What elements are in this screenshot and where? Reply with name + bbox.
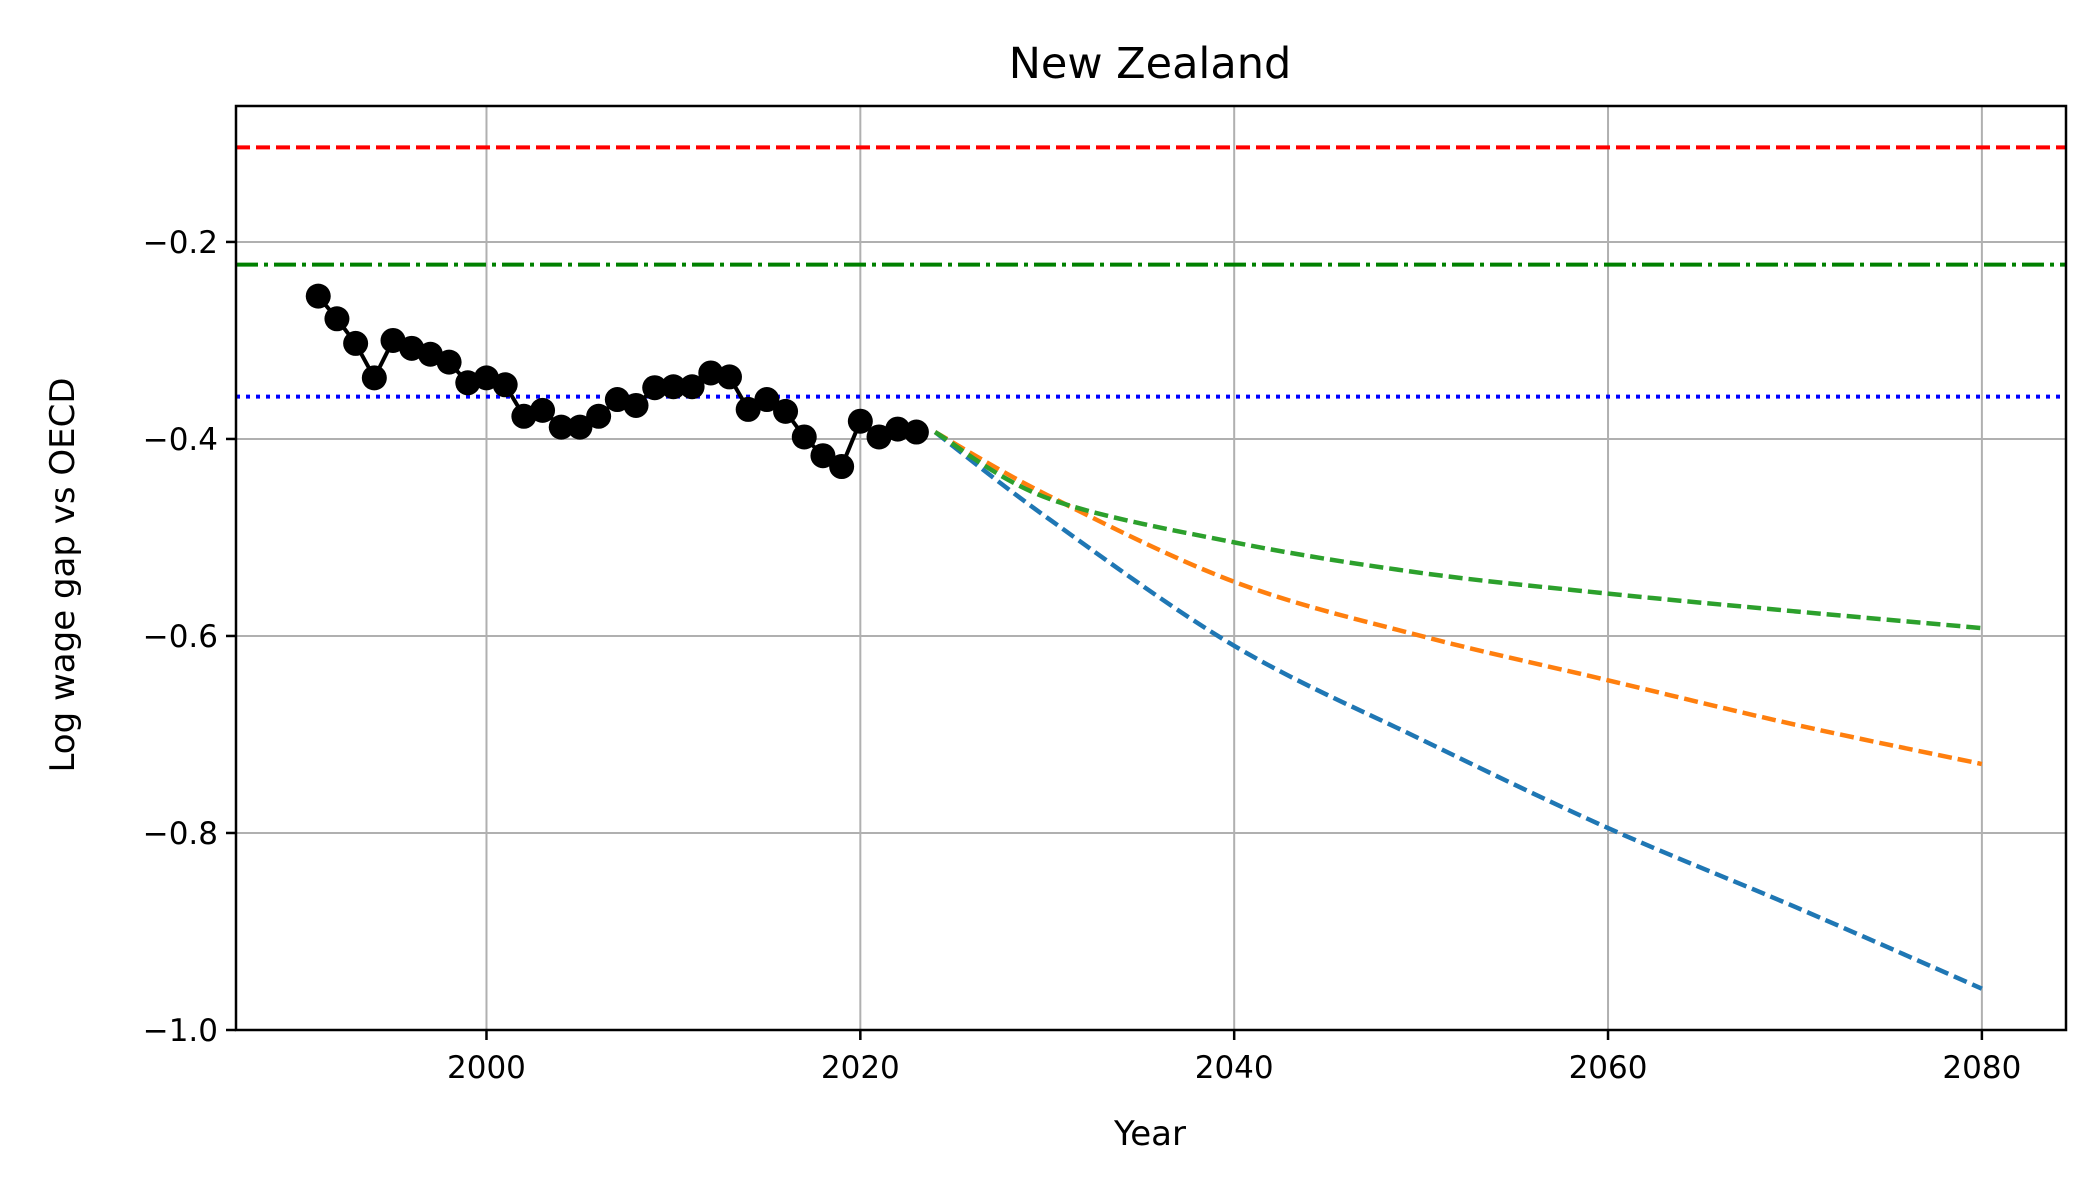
projection-line [933, 430, 1983, 767]
ticks: 2000 2020 2040 2060 2080 −1.0 −0.8 −0.6 −0.4 −0.2 [143, 225, 2022, 1086]
history-point [548, 414, 574, 440]
history-point [885, 416, 911, 442]
x-tick-label: 2020 [821, 1050, 900, 1086]
x-tick-label: 2040 [1195, 1050, 1274, 1086]
x-axis-title: Year [1113, 1114, 1186, 1154]
plot-frame [234, 104, 2068, 1032]
history-point [417, 341, 443, 367]
history-point [716, 364, 742, 390]
history-point [829, 454, 855, 480]
y-tick-label: −1.0 [143, 1013, 218, 1049]
history-point [492, 372, 518, 398]
history-point [305, 283, 331, 309]
history-point [791, 424, 817, 450]
y-axis-title: Log wage gap vs OECD [43, 377, 83, 772]
history-point [343, 330, 369, 356]
projection-line [933, 430, 1983, 991]
history-point [660, 374, 686, 400]
projection-line [933, 430, 1983, 631]
history-point [810, 443, 836, 469]
history-point [773, 398, 799, 424]
history-point [847, 408, 873, 434]
history-point [679, 374, 705, 400]
x-tick-label: 2000 [447, 1050, 526, 1086]
x-tick-label: 2080 [1942, 1050, 2021, 1086]
history-point [380, 327, 406, 353]
history-point [735, 396, 761, 422]
history-point [623, 392, 649, 418]
history-point [324, 306, 350, 332]
history-point [754, 387, 780, 413]
y-tick-label: −0.4 [143, 422, 218, 458]
chart-title: New Zealand [1009, 39, 1292, 89]
y-tick-label: −0.6 [143, 619, 218, 655]
history-point [642, 375, 668, 401]
history-point [567, 414, 593, 440]
history-point [586, 403, 612, 429]
history-series [305, 283, 929, 480]
history-point [361, 365, 387, 391]
history-point [903, 419, 929, 445]
history-point [530, 397, 556, 423]
axes [234, 104, 2068, 1032]
history-point [436, 349, 462, 375]
x-tick-label: 2060 [1569, 1050, 1648, 1086]
history-point [866, 424, 892, 450]
y-tick-label: −0.2 [143, 225, 218, 261]
y-tick-label: −0.8 [143, 816, 218, 852]
reference-lines [236, 145, 2066, 399]
history-point [698, 360, 724, 386]
projection-series [933, 430, 1983, 991]
history-point [455, 370, 481, 396]
